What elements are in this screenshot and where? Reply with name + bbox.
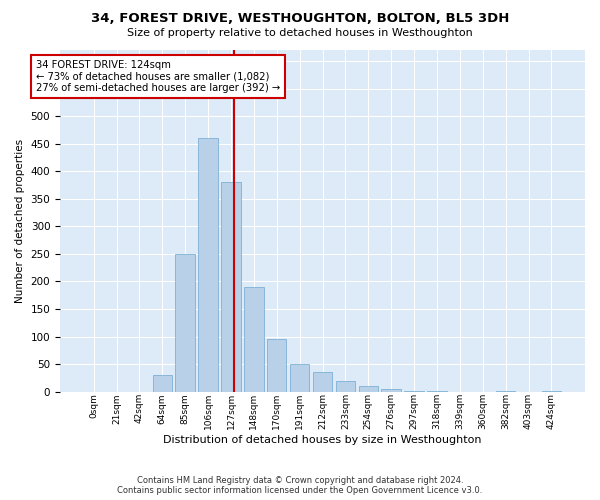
Bar <box>175 254 195 392</box>
Bar <box>427 391 446 392</box>
Bar <box>542 391 561 392</box>
Text: Size of property relative to detached houses in Westhoughton: Size of property relative to detached ho… <box>127 28 473 38</box>
Bar <box>313 372 332 392</box>
Bar <box>404 390 424 392</box>
Text: Contains HM Land Registry data © Crown copyright and database right 2024.
Contai: Contains HM Land Registry data © Crown c… <box>118 476 482 495</box>
Bar <box>152 375 172 392</box>
Y-axis label: Number of detached properties: Number of detached properties <box>15 139 25 303</box>
Bar <box>267 340 286 392</box>
Text: 34 FOREST DRIVE: 124sqm
← 73% of detached houses are smaller (1,082)
27% of semi: 34 FOREST DRIVE: 124sqm ← 73% of detache… <box>35 60 280 93</box>
Bar <box>496 391 515 392</box>
Bar <box>359 386 378 392</box>
Bar <box>199 138 218 392</box>
Bar <box>290 364 310 392</box>
Bar <box>335 380 355 392</box>
X-axis label: Distribution of detached houses by size in Westhoughton: Distribution of detached houses by size … <box>163 435 482 445</box>
Bar <box>382 389 401 392</box>
Text: 34, FOREST DRIVE, WESTHOUGHTON, BOLTON, BL5 3DH: 34, FOREST DRIVE, WESTHOUGHTON, BOLTON, … <box>91 12 509 26</box>
Bar <box>244 287 263 392</box>
Bar <box>221 182 241 392</box>
